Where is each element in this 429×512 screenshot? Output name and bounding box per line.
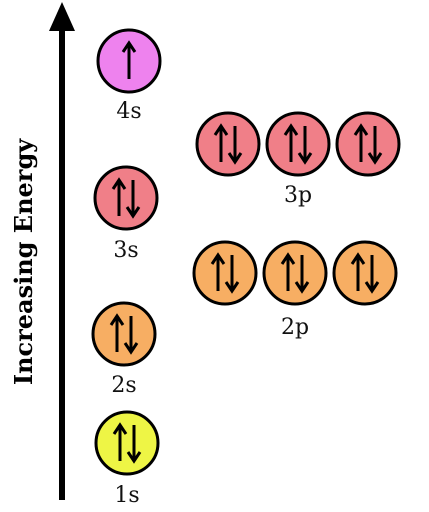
electron-up-arrow <box>350 252 366 291</box>
electron-up-arrow <box>112 422 128 461</box>
orbital-label: 3p <box>284 183 312 208</box>
axis-title: Increasing Energy <box>9 138 38 385</box>
energy-axis-arrowhead <box>49 2 75 31</box>
electron-down-arrow <box>297 126 313 165</box>
electron-up-arrow <box>283 123 299 162</box>
orbital-3p: 3p <box>195 111 401 208</box>
orbital-label: 1s <box>114 483 139 508</box>
orbital-circle <box>335 111 401 177</box>
electron-down-arrow <box>123 316 139 355</box>
orbital-circle <box>93 165 159 231</box>
electron-up-arrow <box>210 252 226 291</box>
orbital-box <box>93 165 159 231</box>
electron-down-arrow <box>227 126 243 165</box>
orbital-box <box>335 111 401 177</box>
orbital-label: 2s <box>111 373 136 398</box>
orbital-circle <box>91 301 157 367</box>
electron-up-arrow <box>109 313 125 352</box>
orbital-box <box>192 240 258 306</box>
orbital-circle <box>192 240 258 306</box>
orbital-1s: 1s <box>94 410 160 508</box>
orbital-3s: 3s <box>93 165 159 263</box>
electron-down-arrow <box>126 425 142 464</box>
electron-down-arrow <box>125 180 141 219</box>
orbital-label: 2p <box>281 315 309 340</box>
electron-up-arrow <box>121 40 137 79</box>
orbital-circle <box>262 240 328 306</box>
orbital-box <box>195 111 261 177</box>
electron-down-arrow <box>364 255 380 294</box>
orbital-label: 3s <box>113 238 138 263</box>
electron-down-arrow <box>224 255 240 294</box>
electron-down-arrow <box>294 255 310 294</box>
electron-down-arrow <box>367 126 383 165</box>
orbital-circle <box>195 111 261 177</box>
orbital-circle <box>332 240 398 306</box>
orbital-label: 4s <box>116 99 141 124</box>
energy-axis: Increasing Energy <box>9 2 75 500</box>
orbital-circle <box>265 111 331 177</box>
orbital-box <box>91 301 157 367</box>
electron-up-arrow <box>111 177 127 216</box>
orbital-2s: 2s <box>91 301 157 398</box>
electron-up-arrow <box>353 123 369 162</box>
orbital-4s: 4s <box>96 28 162 124</box>
orbital-box <box>265 111 331 177</box>
electron-up-arrow <box>280 252 296 291</box>
orbital-box <box>262 240 328 306</box>
electron-up-arrow <box>213 123 229 162</box>
orbital-circle <box>94 410 160 476</box>
orbital-box <box>94 410 160 476</box>
orbital-box <box>332 240 398 306</box>
orbital-2p: 2p <box>192 240 398 340</box>
orbital-box <box>96 28 162 94</box>
